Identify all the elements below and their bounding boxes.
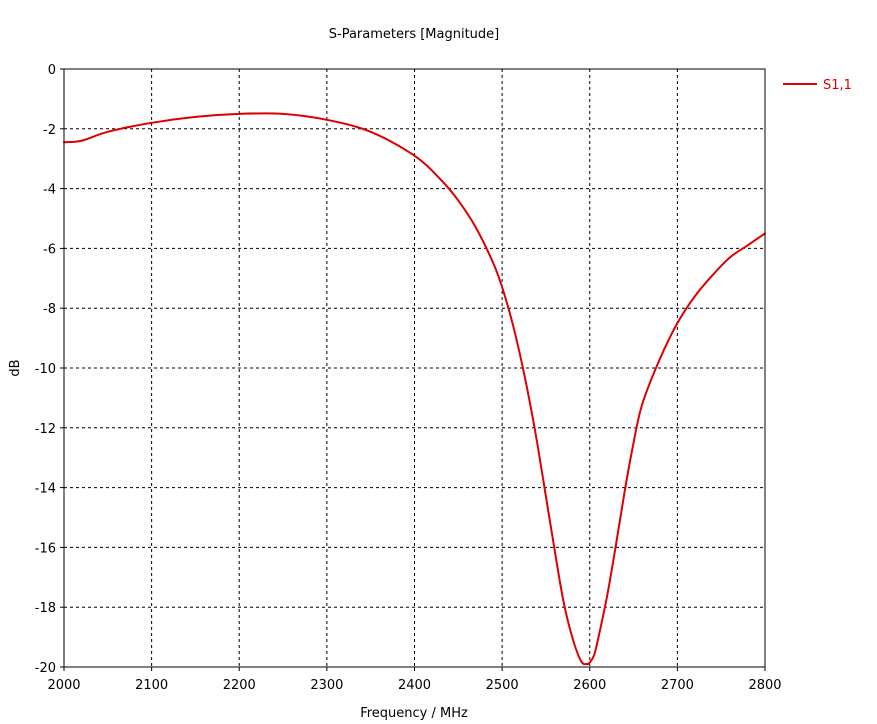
x-tick-label: 2100	[135, 678, 168, 693]
y-tick-label: -18	[35, 601, 56, 616]
plot-border	[63, 68, 766, 668]
y-tick-label: -20	[35, 661, 56, 676]
x-axis-ticks: 2000 2100 2200 2300 2400 2500 2600 2700 2800	[47, 667, 782, 693]
x-tick-label: 2200	[223, 678, 256, 693]
x-axis-title: Frequency / MHz	[360, 706, 468, 721]
y-tick-label: -4	[43, 183, 56, 198]
y-tick-label: -2	[43, 123, 56, 138]
x-tick-label: 2400	[398, 678, 431, 693]
x-tick-label: 2700	[661, 678, 694, 693]
legend: S1,1	[783, 78, 852, 93]
y-tick-label: -6	[43, 242, 56, 257]
legend-label: S1,1	[823, 78, 852, 93]
series-layer	[63, 112, 766, 666]
y-tick-label: -8	[43, 302, 56, 317]
x-tick-label: 2500	[486, 678, 519, 693]
x-tick-label: 2800	[748, 678, 781, 693]
y-tick-label: -14	[35, 482, 56, 497]
y-tick-label: -10	[35, 362, 56, 377]
grid-layer	[64, 69, 765, 667]
series-line-s11	[63, 112, 766, 666]
x-tick-label: 2300	[310, 678, 343, 693]
y-axis-ticks: 0 -2 -4 -6 -8 -10 -12 -14 -16 -18 -20	[35, 63, 64, 676]
chart-title: S-Parameters [Magnitude]	[329, 27, 500, 42]
x-tick-label: 2600	[573, 678, 606, 693]
y-tick-label: -16	[35, 541, 56, 556]
y-tick-label: 0	[48, 63, 56, 78]
y-tick-label: -12	[35, 422, 56, 437]
x-tick-label: 2000	[47, 678, 80, 693]
y-axis-title: dB	[8, 359, 23, 376]
